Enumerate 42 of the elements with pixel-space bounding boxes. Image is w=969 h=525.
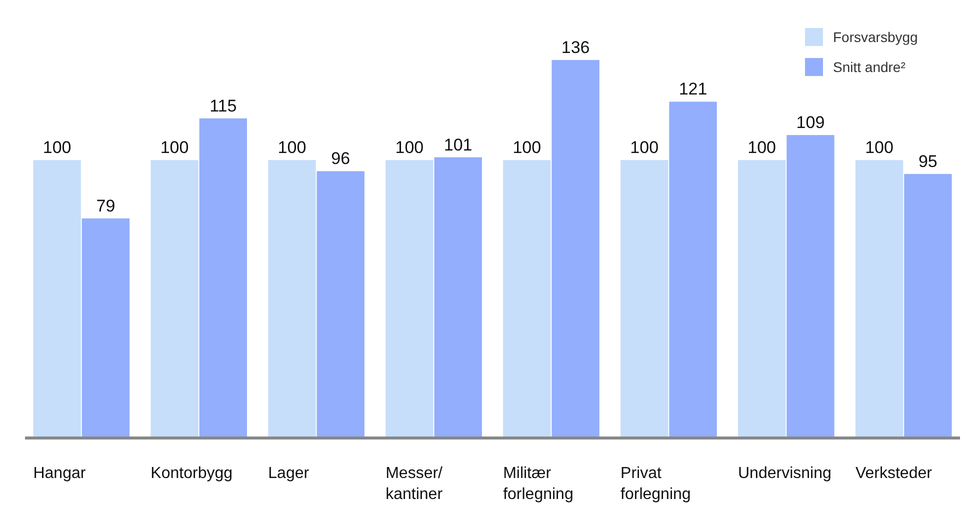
data-label: 136 [561,38,590,57]
legend-label: Forsvarsbygg [833,29,918,45]
x-tick-label: Militær forlegning [503,465,574,503]
data-label: 100 [395,138,424,158]
data-label: 115 [210,96,237,116]
bar [33,160,81,438]
bar [669,102,717,438]
x-tick-label: Hangar [33,465,86,482]
bar [503,160,551,438]
bar [786,135,834,438]
data-label: 100 [748,138,776,158]
legend-label: Snitt andre² [833,59,906,75]
data-label: 109 [796,113,825,132]
x-tick-label: Verksteder [855,465,933,482]
bar [552,60,600,438]
bar [386,160,434,438]
bar [268,160,316,438]
data-label: 121 [678,80,708,99]
x-tick-label: Privat forlegning [620,465,691,503]
data-label: 96 [331,149,350,168]
data-label: 100 [160,138,189,158]
data-label: 100 [512,138,542,158]
bar [434,157,482,438]
data-label: 100 [42,138,72,158]
x-tick-label: Messer/ kantiner [386,465,444,503]
x-tick-label: Lager [268,465,310,482]
bar [904,174,952,438]
bar [199,118,248,438]
x-tick-label: Undervisning [738,465,832,482]
data-label: 95 [918,152,938,171]
bar [316,171,364,438]
bar [620,160,668,438]
data-label: 100 [865,138,894,158]
data-label: 79 [96,196,116,216]
bar [82,218,130,438]
bar [150,160,198,438]
data-label: 101 [444,135,472,154]
bar [738,160,786,438]
data-label: 100 [630,138,659,158]
data-label: 100 [278,138,306,158]
bar [855,160,904,438]
x-tick-label: Kontorbygg [150,465,233,482]
